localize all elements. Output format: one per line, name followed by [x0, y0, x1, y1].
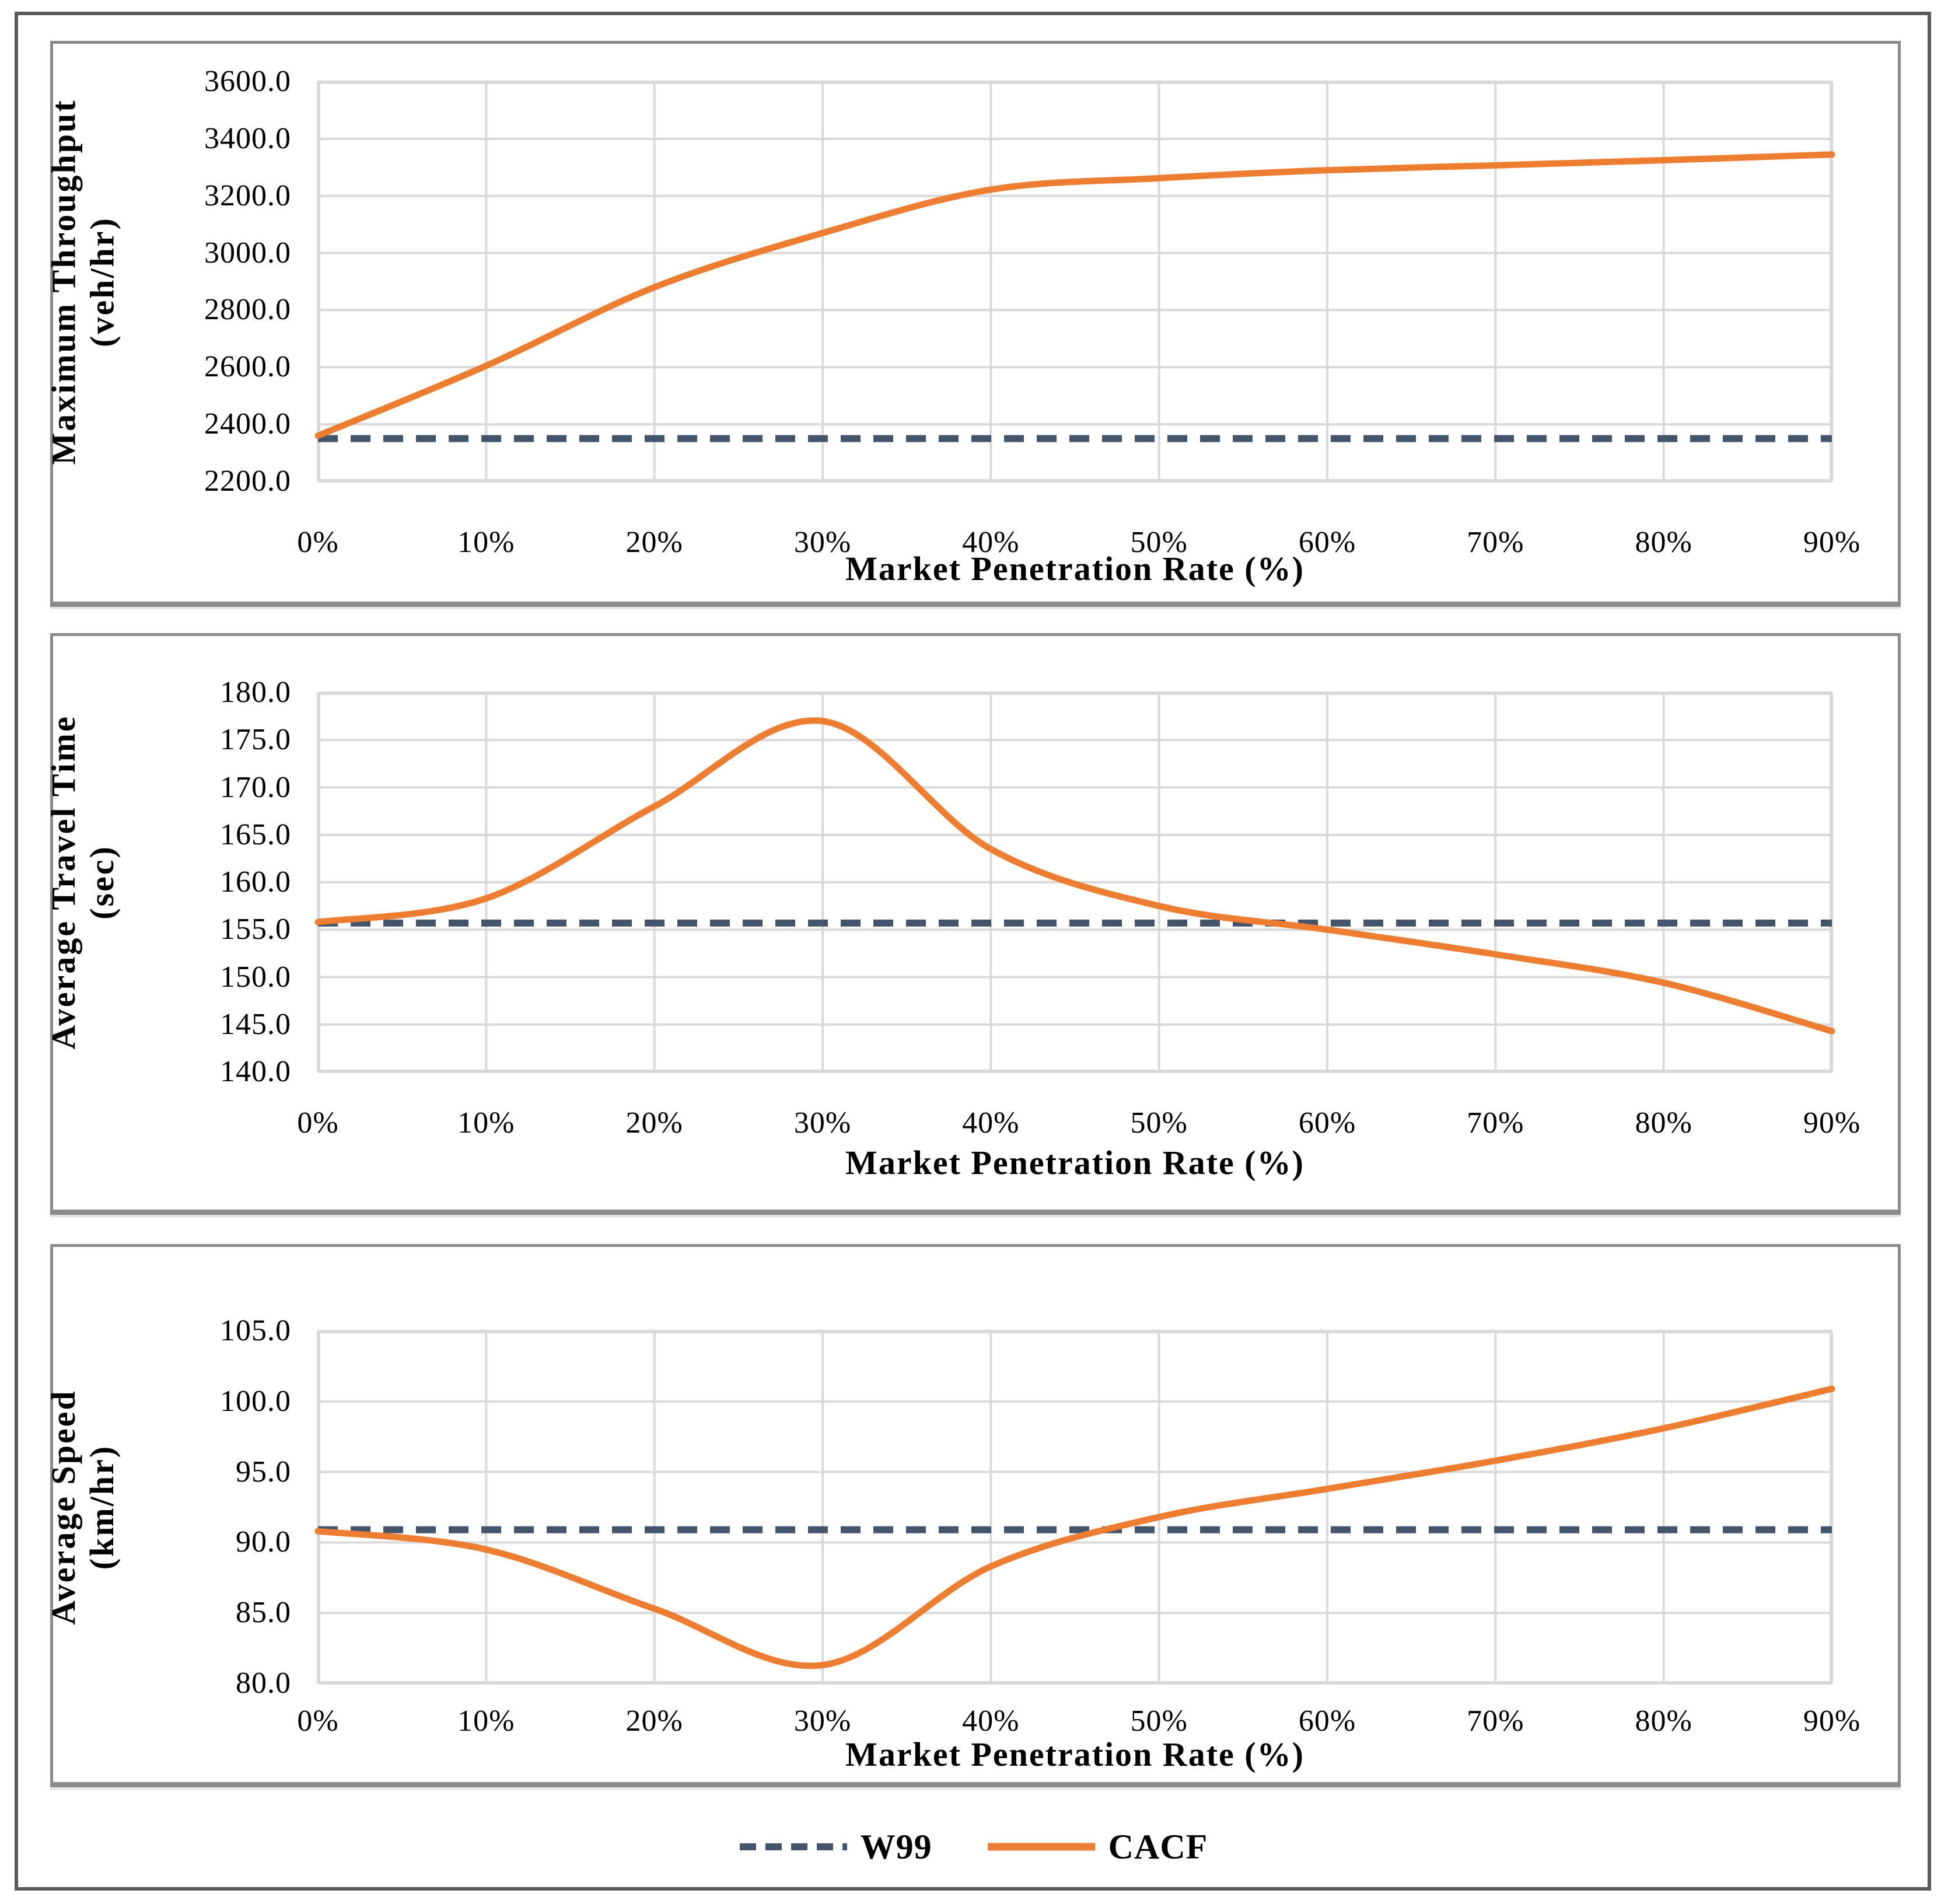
y-tick-label: 3400.0 — [204, 121, 291, 155]
y-tick-label: 160.0 — [220, 865, 291, 899]
y-tick-label: 175.0 — [220, 723, 291, 757]
cacf-solid-line-icon — [987, 1843, 1095, 1851]
x-tick-label: 40% — [962, 1106, 1020, 1140]
x-tick-label: 0% — [297, 1704, 339, 1738]
y-tick-label: 180.0 — [220, 676, 291, 709]
y-tick-label: 3200.0 — [204, 179, 291, 212]
figure-frame: Maximum Throughput (veh/hr) 3600.0 3400.0… — [15, 12, 1931, 1891]
x-tick-label: 10% — [457, 1704, 515, 1738]
panel-maximum-throughput: Maximum Throughput (veh/hr) 3600.0 3400.0… — [44, 41, 1901, 607]
plot-border — [318, 82, 1832, 481]
y-tick-label: 2600.0 — [204, 350, 291, 384]
y-tick-label: 100.0 — [220, 1384, 291, 1418]
plot-area-average-speed — [314, 1330, 1835, 1685]
legend-label-w99: W99 — [860, 1828, 932, 1866]
y-tick-label: 2400.0 — [204, 407, 291, 441]
x-tick-label: 30% — [793, 526, 852, 559]
x-tick-label: 90% — [1803, 1106, 1861, 1140]
y-tick-label: 2200.0 — [204, 464, 291, 498]
x-tick-label: 60% — [1298, 1704, 1356, 1738]
y-tick-label: 155.0 — [220, 913, 291, 946]
panel-average-speed: Average Speed (km/hr) 105.0 100.0 95.0 90.0… — [44, 1244, 1901, 1787]
x-axis-title: Market Penetration Rate (%) — [845, 550, 1305, 588]
y-axis-title-line1: Average Speed — [44, 1389, 82, 1625]
cacf-series-line — [314, 151, 1835, 439]
y-tick-label: 105.0 — [220, 1314, 291, 1347]
legend-label-cacf: CACF — [1108, 1828, 1208, 1866]
y-tick-label: 85.0 — [236, 1596, 291, 1630]
y-tick-label: 145.0 — [220, 1007, 291, 1041]
y-axis-title-line1: Maximum Throughput — [44, 98, 82, 465]
x-tick-label: 0% — [297, 526, 339, 559]
plot-border — [318, 1331, 1832, 1683]
y-tick-label: 80.0 — [236, 1667, 291, 1700]
x-axis-title: Market Penetration Rate (%) — [845, 1144, 1305, 1182]
y-tick-label: 150.0 — [220, 960, 291, 994]
cacf-series-line — [314, 1385, 1835, 1669]
x-tick-label: 10% — [457, 1106, 515, 1140]
x-axis-title: Market Penetration Rate (%) — [845, 1735, 1305, 1773]
x-tick-label: 60% — [1298, 1106, 1356, 1140]
x-tick-label: 70% — [1467, 1704, 1524, 1738]
x-tick-label: 50% — [1130, 526, 1188, 559]
x-tick-label: 80% — [1635, 1704, 1692, 1738]
y-tick-label: 140.0 — [220, 1055, 291, 1088]
x-tick-label: 80% — [1635, 526, 1692, 559]
x-tick-label: 70% — [1467, 1106, 1524, 1140]
x-tick-label: 10% — [457, 526, 515, 559]
x-tick-label: 80% — [1635, 1106, 1692, 1140]
x-tick-label: 70% — [1467, 526, 1524, 559]
x-tick-label: 40% — [962, 1704, 1020, 1738]
x-tick-label: 60% — [1298, 526, 1356, 559]
y-tick-label: 165.0 — [220, 818, 291, 851]
x-tick-label: 20% — [625, 526, 683, 559]
chart-legend: W99 CACF — [18, 1823, 1928, 1870]
x-tick-label: 20% — [625, 1106, 683, 1140]
x-tick-label: 90% — [1803, 1704, 1861, 1738]
x-tick-label: 90% — [1803, 526, 1861, 559]
y-tick-label: 170.0 — [220, 770, 291, 804]
x-tick-label: 30% — [793, 1704, 852, 1738]
plot-border — [318, 693, 1832, 1072]
plot-area-average-travel-time — [314, 691, 1835, 1073]
y-tick-label: 2800.0 — [204, 293, 291, 327]
x-tick-label: 30% — [793, 1106, 852, 1140]
x-tick-label: 40% — [962, 526, 1020, 559]
w99-dashed-line-icon — [739, 1843, 847, 1850]
y-tick-label: 3000.0 — [204, 236, 291, 270]
y-tick-label: 90.0 — [236, 1525, 291, 1559]
cacf-series-line — [314, 717, 1835, 1035]
y-axis-title-line1: Average Travel Time — [44, 715, 82, 1050]
x-tick-label: 50% — [1130, 1106, 1188, 1140]
x-tick-label: 0% — [297, 1106, 339, 1140]
x-tick-label: 20% — [625, 1704, 683, 1738]
y-tick-label: 95.0 — [236, 1455, 291, 1489]
y-tick-label: 3600.0 — [204, 65, 291, 98]
plot-area-maximum-throughput — [314, 81, 1835, 483]
panel-average-travel-time: Average Travel Time (sec) 180.0 175.0 170.… — [44, 633, 1901, 1215]
x-tick-label: 50% — [1130, 1704, 1188, 1738]
